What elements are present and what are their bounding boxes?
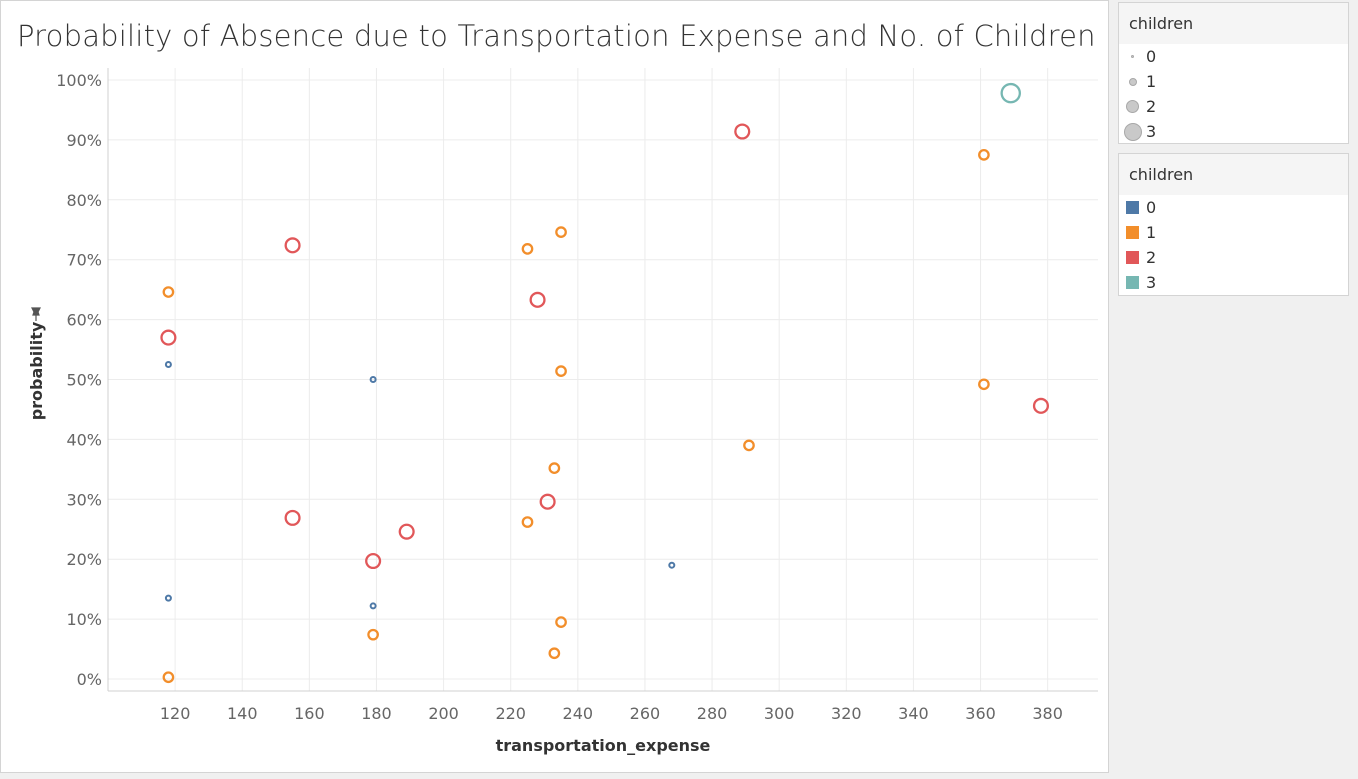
size-legend-label: 0: [1146, 47, 1157, 66]
x-tick-label: 280: [697, 704, 728, 723]
size-legend-label: 2: [1146, 97, 1157, 116]
color-swatch: [1126, 226, 1139, 239]
x-tick-label: 140: [227, 704, 258, 723]
color-legend-item[interactable]: 0: [1119, 195, 1348, 220]
y-tick-label: 10%: [66, 610, 102, 629]
x-tick-label: 240: [563, 704, 594, 723]
size-swatch-wrap: [1119, 55, 1146, 58]
size-swatch-circle: [1131, 55, 1134, 58]
grid-lines: [108, 68, 1098, 691]
color-legend-label: 0: [1146, 198, 1157, 217]
y-axis-label: probability: [27, 321, 46, 420]
x-tick-label: 160: [294, 704, 325, 723]
data-point-children-3[interactable]: [1000, 82, 1021, 104]
data-point-children-2[interactable]: [284, 509, 301, 526]
color-swatch: [1126, 201, 1139, 214]
y-tick-label: 90%: [66, 131, 102, 150]
size-legend-item[interactable]: 1: [1119, 69, 1348, 94]
data-point-children-2[interactable]: [529, 291, 546, 308]
data-point-children-1[interactable]: [162, 671, 175, 684]
data-points: [160, 82, 1049, 684]
x-tick-label: 200: [428, 704, 459, 723]
y-tick-label: 20%: [66, 550, 102, 569]
size-legend: children 0 1 2 3: [1118, 2, 1349, 144]
x-tick-label: 360: [965, 704, 996, 723]
y-tick-label: 100%: [56, 71, 102, 90]
pin-icon[interactable]: [31, 307, 41, 321]
size-swatch-circle: [1123, 122, 1142, 141]
data-point-children-1[interactable]: [367, 628, 379, 641]
size-legend-label: 3: [1146, 122, 1157, 141]
axes: 120 140 160 180 200 220 240 260 280 300 320 340 360 3…: [56, 68, 1098, 723]
data-point-children-0[interactable]: [369, 376, 377, 383]
data-point-children-0[interactable]: [369, 602, 377, 610]
data-point-children-1[interactable]: [555, 365, 567, 377]
scatter-plot: 120 140 160 180 200 220 240 260 280 300 320 340 360 3…: [27, 68, 1098, 755]
x-tick-label: 380: [1032, 704, 1063, 723]
data-point-children-2[interactable]: [365, 552, 382, 570]
data-point-children-2[interactable]: [1032, 397, 1049, 414]
data-point-children-0[interactable]: [668, 561, 676, 569]
x-tick-label: 260: [630, 704, 661, 723]
y-tick-label: 50%: [66, 371, 102, 390]
x-tick-label: 320: [831, 704, 862, 723]
color-legend-item[interactable]: 2: [1119, 245, 1348, 270]
size-legend-title: children: [1119, 3, 1348, 44]
color-legend-item[interactable]: 1: [1119, 220, 1348, 245]
x-tick-label: 340: [898, 704, 929, 723]
size-swatch-wrap: [1119, 122, 1146, 141]
size-swatch-wrap: [1119, 77, 1146, 86]
y-tick-label: 40%: [66, 430, 102, 449]
data-point-children-2[interactable]: [398, 523, 415, 540]
size-swatch-wrap: [1119, 100, 1146, 113]
color-legend-label: 2: [1146, 248, 1157, 267]
size-legend-items: 0 1 2 3: [1119, 44, 1348, 144]
chart-title: Probability of Absence due to Transporta…: [17, 19, 1096, 53]
data-point-children-2[interactable]: [160, 329, 177, 346]
color-legend-label: 3: [1146, 273, 1157, 292]
y-tick-label: 0%: [77, 670, 102, 689]
color-legend-items: 0 1 2 3: [1119, 195, 1348, 295]
color-swatch: [1126, 251, 1139, 264]
data-point-children-1[interactable]: [521, 516, 534, 528]
y-axis-label-group: probability: [27, 307, 46, 420]
color-legend-label: 1: [1146, 223, 1157, 242]
data-point-children-1[interactable]: [743, 439, 755, 452]
x-tick-label: 180: [361, 704, 392, 723]
y-tick-label: 60%: [66, 311, 102, 330]
data-point-children-1[interactable]: [548, 462, 561, 475]
chart-panel: Probability of Absence due to Transporta…: [0, 0, 1109, 773]
color-legend: children 0 1 2 3: [1118, 153, 1349, 296]
color-legend-item[interactable]: 3: [1119, 270, 1348, 295]
color-swatch: [1126, 276, 1139, 289]
y-tick-label: 70%: [66, 251, 102, 270]
size-swatch-circle: [1128, 77, 1137, 86]
size-legend-item[interactable]: 3: [1119, 119, 1348, 144]
data-point-children-1[interactable]: [548, 647, 561, 660]
color-legend-title: children: [1119, 154, 1348, 195]
data-point-children-1[interactable]: [555, 616, 567, 628]
size-legend-item[interactable]: 2: [1119, 94, 1348, 119]
size-legend-item[interactable]: 0: [1119, 44, 1348, 69]
size-swatch-circle: [1126, 100, 1139, 113]
data-point-children-1[interactable]: [521, 243, 534, 255]
data-point-children-1[interactable]: [162, 286, 175, 298]
data-point-children-2[interactable]: [734, 123, 751, 140]
size-legend-label: 1: [1146, 72, 1157, 91]
data-point-children-1[interactable]: [978, 149, 990, 161]
x-tick-label: 120: [160, 704, 191, 723]
data-point-children-0[interactable]: [164, 361, 172, 369]
data-point-children-2[interactable]: [284, 237, 301, 254]
y-tick-label: 30%: [66, 490, 102, 509]
data-point-children-1[interactable]: [978, 378, 990, 391]
y-tick-label: 80%: [66, 191, 102, 210]
data-point-children-0[interactable]: [164, 594, 172, 602]
data-point-children-1[interactable]: [555, 226, 567, 238]
data-point-children-2[interactable]: [539, 493, 556, 510]
x-tick-label: 220: [495, 704, 526, 723]
x-axis-label: transportation_expense: [496, 736, 711, 755]
x-tick-label: 300: [764, 704, 795, 723]
